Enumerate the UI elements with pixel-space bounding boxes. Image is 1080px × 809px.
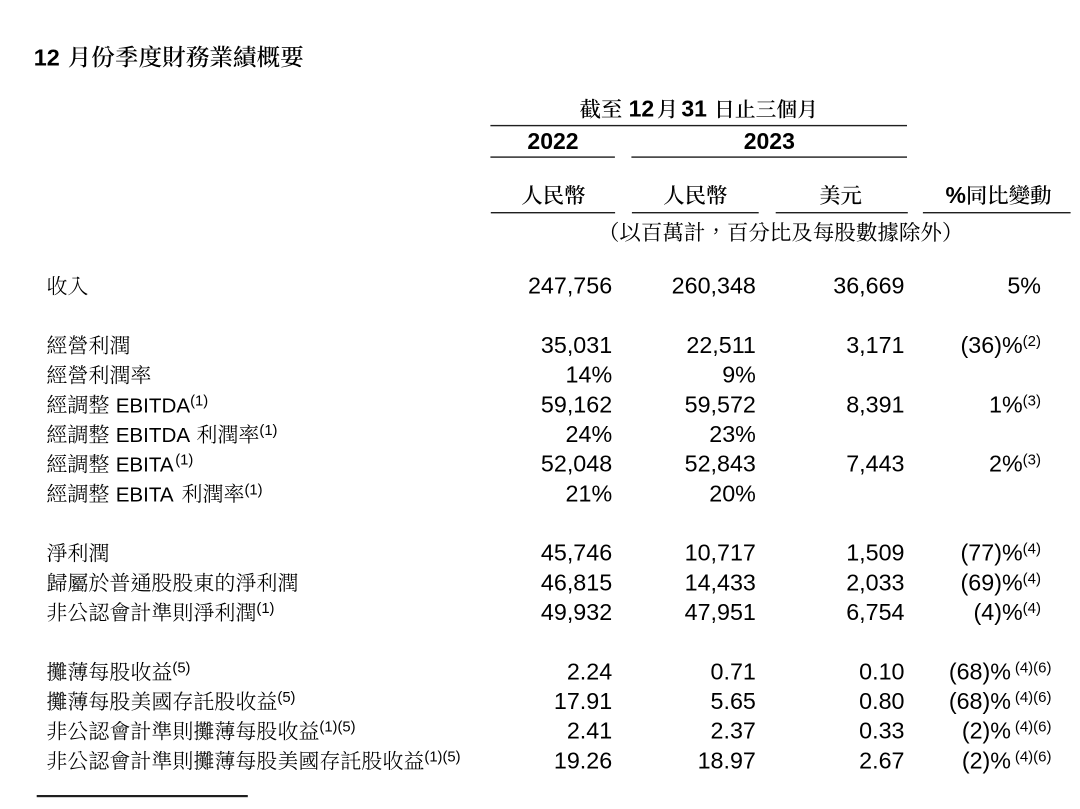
- svg-text:24%: 24%: [566, 421, 613, 447]
- svg-text:(36)%: (36)%: [961, 332, 1023, 358]
- svg-text:6,754: 6,754: [846, 599, 904, 625]
- svg-text:8,391: 8,391: [846, 391, 904, 417]
- svg-text:20%: 20%: [709, 480, 756, 506]
- svg-text:2023: 2023: [744, 128, 795, 154]
- svg-text:(3): (3): [1023, 452, 1041, 469]
- svg-text:247,756: 247,756: [528, 273, 612, 299]
- svg-text:(68)%: (68)%: [949, 688, 1011, 714]
- svg-text:52,048: 52,048: [541, 451, 612, 477]
- svg-text:(69)%: (69)%: [961, 569, 1023, 595]
- svg-text:2022: 2022: [527, 128, 578, 154]
- svg-text:2%: 2%: [989, 451, 1023, 477]
- svg-text:59,572: 59,572: [685, 391, 756, 417]
- svg-text:12: 12: [629, 96, 655, 122]
- svg-text:59,162: 59,162: [541, 391, 612, 417]
- svg-text:(1)(5): (1)(5): [424, 749, 460, 765]
- svg-text:2.37: 2.37: [711, 718, 756, 744]
- svg-text:23%: 23%: [709, 421, 756, 447]
- svg-text:18.97: 18.97: [698, 747, 756, 773]
- svg-text:(5): (5): [172, 660, 190, 676]
- svg-text:(1): (1): [259, 423, 277, 439]
- svg-text:EBITA: EBITA: [116, 454, 174, 477]
- svg-text:1%: 1%: [989, 391, 1023, 417]
- svg-text:0.33: 0.33: [859, 718, 904, 744]
- svg-text:12: 12: [34, 45, 60, 71]
- svg-text:22,511: 22,511: [686, 332, 756, 358]
- svg-text:9%: 9%: [722, 362, 756, 388]
- svg-text:14,433: 14,433: [685, 569, 756, 595]
- svg-text:(68)%: (68)%: [949, 658, 1011, 684]
- svg-text:7,443: 7,443: [846, 451, 904, 477]
- svg-text:0.80: 0.80: [859, 688, 904, 714]
- svg-text:(4): (4): [1023, 600, 1041, 617]
- svg-text:35,031: 35,031: [541, 332, 612, 358]
- svg-text:(2)%: (2)%: [962, 747, 1011, 773]
- svg-text:(3): (3): [1023, 392, 1041, 409]
- svg-text:5%: 5%: [1007, 273, 1041, 299]
- svg-text:EBITDA: EBITDA: [116, 394, 191, 417]
- svg-text:(1): (1): [175, 453, 193, 469]
- svg-text:(2): (2): [1023, 333, 1041, 350]
- svg-text:47,951: 47,951: [685, 599, 756, 625]
- svg-text:3,171: 3,171: [846, 332, 904, 358]
- svg-text:36,669: 36,669: [833, 273, 904, 299]
- svg-text:(4)(6): (4)(6): [1015, 689, 1052, 706]
- svg-text:1,509: 1,509: [846, 540, 904, 566]
- svg-text:(1): (1): [190, 393, 208, 409]
- svg-text:2.41: 2.41: [567, 718, 612, 744]
- svg-text:2,033: 2,033: [846, 569, 904, 595]
- svg-text:2.67: 2.67: [859, 747, 904, 773]
- svg-text:%: %: [946, 182, 966, 208]
- svg-text:(1)(5): (1)(5): [319, 720, 355, 736]
- svg-text:21%: 21%: [566, 480, 613, 506]
- svg-text:17.91: 17.91: [554, 688, 612, 714]
- svg-text:260,348: 260,348: [672, 273, 756, 299]
- svg-text:45,746: 45,746: [541, 540, 612, 566]
- svg-text:(4)(6): (4)(6): [1015, 719, 1052, 736]
- svg-text:(1): (1): [245, 482, 263, 498]
- svg-text:31: 31: [681, 96, 707, 122]
- svg-text:(4)%: (4)%: [974, 599, 1023, 625]
- svg-text:19.26: 19.26: [554, 747, 612, 773]
- svg-text:14%: 14%: [566, 362, 613, 388]
- svg-text:(5): (5): [277, 690, 295, 706]
- svg-text:46,815: 46,815: [541, 569, 612, 595]
- svg-text:2.24: 2.24: [567, 658, 612, 684]
- svg-text:(4): (4): [1023, 570, 1041, 587]
- svg-text:0.10: 0.10: [859, 658, 904, 684]
- svg-text:(4): (4): [1023, 541, 1041, 558]
- svg-text:EBITDA: EBITDA: [116, 424, 191, 447]
- svg-text:52,843: 52,843: [685, 451, 756, 477]
- svg-text:(4)(6): (4)(6): [1015, 748, 1052, 765]
- svg-text:(1): (1): [256, 601, 274, 617]
- svg-text:49,932: 49,932: [541, 599, 612, 625]
- svg-text:(4)(6): (4)(6): [1015, 659, 1052, 676]
- svg-text:0.71: 0.71: [711, 658, 756, 684]
- svg-text:(77)%: (77)%: [961, 540, 1023, 566]
- svg-text:(2)%: (2)%: [962, 718, 1011, 744]
- svg-text:EBITA: EBITA: [116, 483, 174, 506]
- svg-text:10,717: 10,717: [685, 540, 756, 566]
- svg-text:5.65: 5.65: [711, 688, 756, 714]
